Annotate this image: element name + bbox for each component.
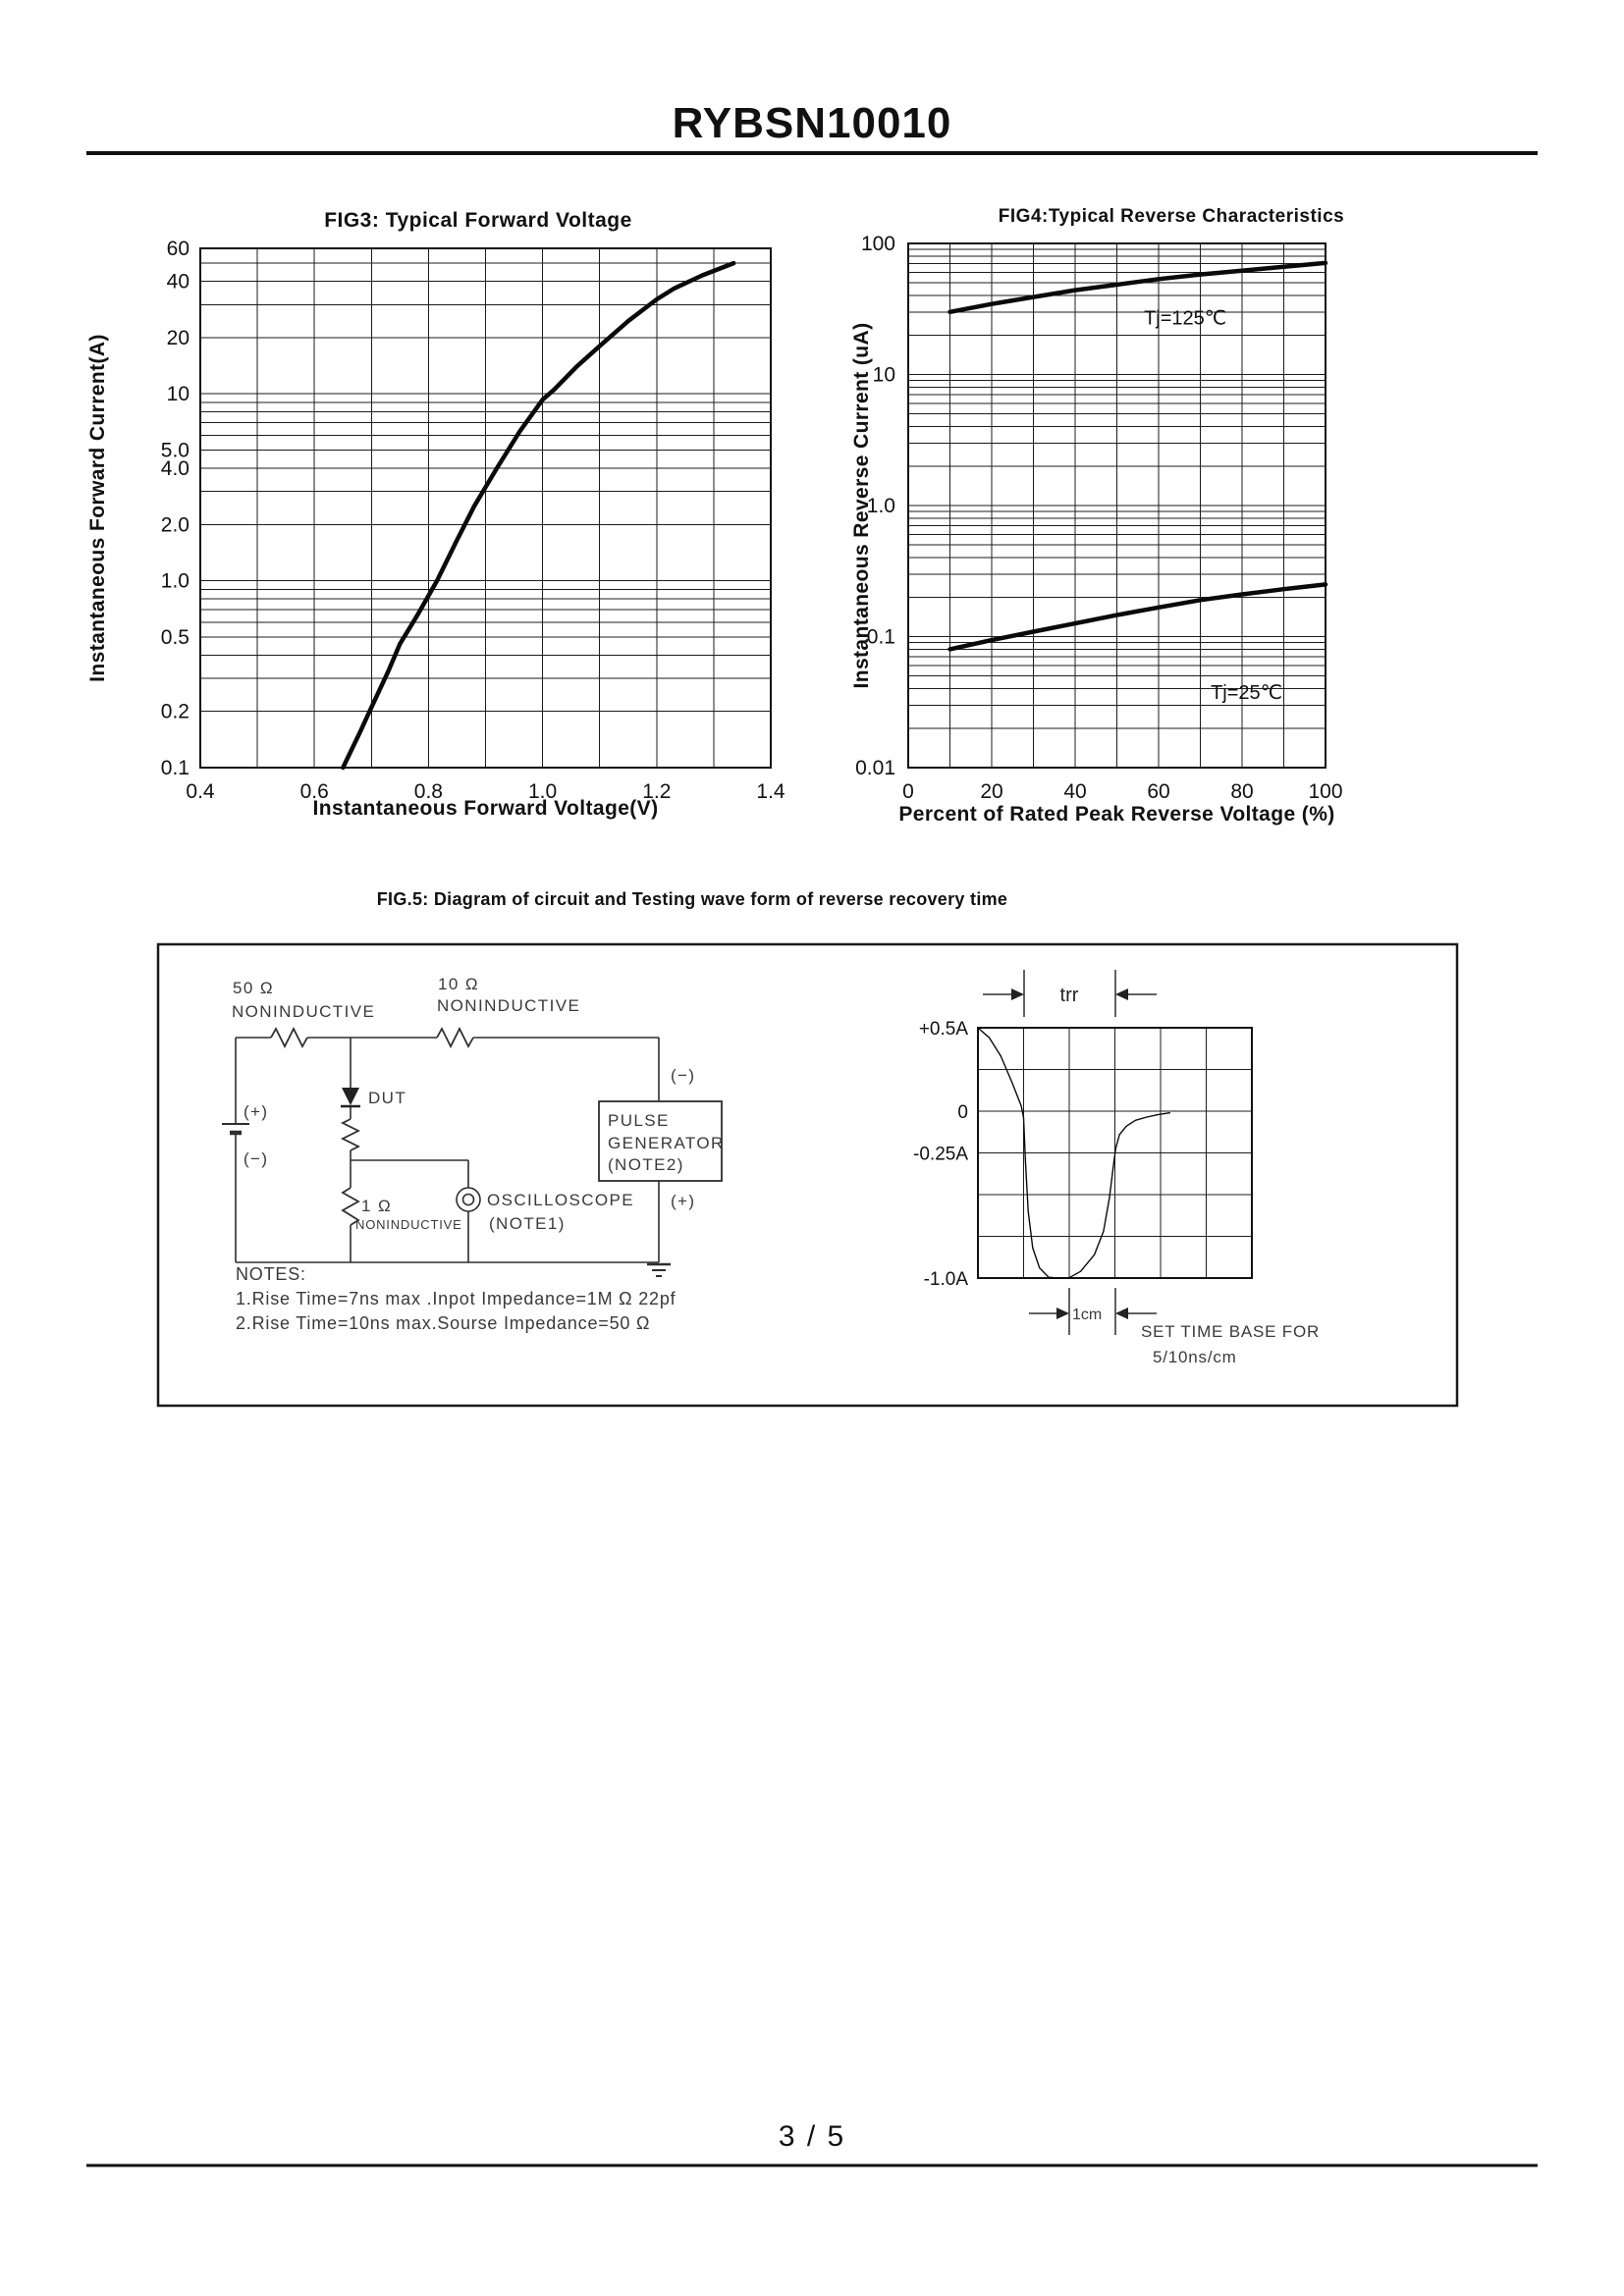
pulse-generator-plus-label: (+)	[671, 1192, 695, 1210]
fig4-x-tick: 20	[980, 780, 1002, 803]
cm-left-arrowhead-icon	[1056, 1308, 1069, 1319]
fig3-y-tick: 2.0	[161, 513, 189, 536]
battery-minus-label: (−)	[244, 1149, 268, 1168]
wave-y-tick: +0.5A	[919, 1019, 969, 1040]
fig4-series-0	[947, 260, 1328, 315]
fig4-annotation-1: Tj=25℃	[1211, 682, 1282, 704]
fig3-y-tick: 10	[167, 383, 189, 405]
timebase-label-line2: 5/10ns/cm	[1153, 1348, 1237, 1366]
note-1: 1.Rise Time=7ns max .Inpot Impedance=1M …	[236, 1289, 677, 1308]
fig4-y-axis-label: Instantaneous Reverse Current (uA)	[850, 322, 873, 688]
fig4-x-tick: 60	[1147, 780, 1169, 803]
fig4-series-1	[947, 582, 1328, 652]
battery-icon	[222, 1123, 249, 1136]
wave-y-tick: -1.0A	[924, 1269, 969, 1290]
resistor-10ohm-type: NONINDUCTIVE	[437, 996, 580, 1015]
pulse-generator-box	[598, 1100, 723, 1182]
oscilloscope-label: OSCILLOSCOPE	[487, 1191, 634, 1209]
fig4-title: FIG4:Typical Reverse Characteristics	[999, 206, 1344, 227]
cm-right-arrowhead-icon	[1115, 1308, 1128, 1319]
resistor-10ohm-symbol	[436, 1026, 474, 1049]
note-2: 2.Rise Time=10ns max.Sourse Impedance=50…	[236, 1313, 650, 1333]
pulse-generator-label-line3: (NOTE2)	[608, 1155, 684, 1174]
fig5-title: FIG.5: Diagram of circuit and Testing wa…	[377, 889, 1007, 909]
fig3-y-tick: 4.0	[161, 457, 189, 480]
fig4-x-axis-label: Percent of Rated Peak Reverse Voltage (%…	[898, 803, 1334, 826]
fig3-x-tick: 0.4	[186, 780, 215, 803]
dut-diode-icon	[342, 1088, 359, 1105]
pulse-generator-label-line1: PULSE	[608, 1111, 670, 1130]
fig3-x-tick: 0.6	[300, 780, 329, 803]
fig4-y-tick: 0.01	[855, 757, 895, 779]
fig4-x-tick: 80	[1230, 780, 1253, 803]
trr-left-arrowhead-icon	[1011, 988, 1024, 1000]
trr-right-arrowhead-icon	[1115, 988, 1128, 1000]
fig3-forward-voltage-chart: 0.4 0.6 0.8 1.0 1.2 1.4 60 40 20 10 5.04.0 2.0 1.0 0.…	[86, 209, 785, 820]
fig4-y-tick: 100	[861, 233, 895, 255]
fig3-gridlines	[200, 248, 771, 768]
fig3-x-tick: 1.2	[642, 780, 671, 803]
wave-series-0	[977, 1027, 1170, 1279]
fig4-y-tick: 10	[873, 364, 895, 387]
part-number-title: RYBSN10010	[673, 99, 952, 147]
wave-y-tick: -0.25A	[913, 1145, 968, 1165]
wave-y-tick: 0	[957, 1102, 968, 1123]
circuit-wires	[235, 1037, 660, 1263]
fig4-y-tick: 0.1	[867, 626, 895, 649]
fig3-title: FIG3: Typical Forward Voltage	[324, 209, 632, 232]
timebase-label-line1: SET TIME BASE FOR	[1141, 1322, 1320, 1341]
fig3-y-tick: 0.1	[161, 757, 189, 779]
trr-label: trr	[1060, 985, 1079, 1006]
fig3-y-tick: 1.0	[161, 570, 189, 593]
fig3-y-tick: 5.0	[161, 440, 189, 462]
ground-icon	[647, 1262, 671, 1277]
dut-label: DUT	[368, 1089, 406, 1107]
fig3-x-tick: 0.8	[414, 780, 443, 803]
fig4-reverse-characteristics-chart: 0 20 40 60 80 100 100 10 1.0 0.1 0.01 FIG4:Typical …	[850, 206, 1344, 826]
resistor-50ohm-symbol	[270, 1026, 308, 1049]
fig3-plot-border	[198, 246, 773, 770]
fig4-plot-border	[906, 241, 1327, 770]
oscilloscope-probe-icon	[456, 1187, 481, 1212]
wave-plot-border	[976, 1026, 1254, 1280]
fig3-y-tick: 40	[167, 271, 189, 294]
oscilloscope-note: (NOTE1)	[489, 1214, 566, 1233]
fig3-y-tick: 0.2	[161, 701, 189, 723]
notes-title: NOTES:	[236, 1264, 306, 1284]
battery-plus-label: (+)	[244, 1102, 268, 1121]
fig5-border-box	[156, 942, 1459, 1408]
fig4-y-tick: 1.0	[867, 495, 895, 517]
fig3-x-tick: 1.4	[756, 780, 785, 803]
resistor-1ohm-value: 1 Ω	[361, 1197, 392, 1215]
fig3-y-tick: 0.5	[161, 626, 189, 649]
resistor-1ohm-symbol	[341, 1187, 360, 1226]
fig3-y-tick: 60	[167, 238, 189, 260]
fig4-x-tick: 100	[1308, 780, 1342, 803]
fig3-y-tick: 20	[167, 327, 189, 349]
resistor-1ohm-type: NONINDUCTIVE	[355, 1217, 462, 1232]
fig3-y-axis-label: Instantaneous Forward Current(A)	[86, 334, 109, 682]
fig4-x-tick: 40	[1063, 780, 1086, 803]
pulse-generator-label-line2: GENERATOR	[608, 1134, 725, 1152]
fig4-annotation-0: Tj=125℃	[1144, 308, 1226, 330]
pulse-generator-minus-label: (−)	[671, 1066, 695, 1085]
fig5-waveform-markers: trr 1cm SET TIME BASE FOR 5/10ns/cm	[983, 970, 1320, 1366]
resistor-dut-series-symbol	[340, 1118, 361, 1151]
resistor-10ohm-value: 10 Ω	[438, 975, 479, 993]
fig3-x-tick: 1.0	[528, 780, 557, 803]
fig4-x-tick: 0	[902, 780, 914, 803]
resistor-50ohm-type: NONINDUCTIVE	[232, 1002, 375, 1021]
resistor-50ohm-value: 50 Ω	[233, 979, 274, 997]
fig5-circuit-diagram: 50 Ω NONINDUCTIVE 10 Ω NONINDUCTIVE (+) …	[222, 975, 725, 1333]
cm-label: 1cm	[1072, 1307, 1102, 1323]
page-number: 3 / 5	[779, 2120, 845, 2153]
fig5-waveform-plot: +0.5A 0 -0.25A -1.0A	[913, 1019, 1254, 1290]
fig3-x-axis-label: Instantaneous Forward Voltage(V)	[313, 797, 659, 820]
fig3-series-0	[341, 260, 736, 771]
